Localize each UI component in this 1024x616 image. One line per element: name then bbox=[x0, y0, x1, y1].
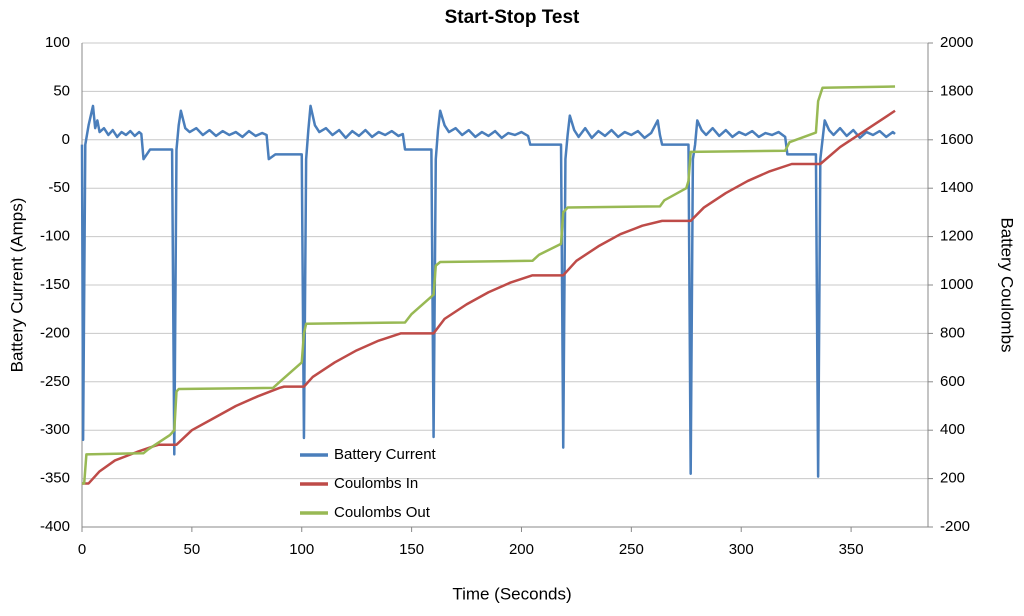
x-axis-label: Time (Seconds) bbox=[452, 584, 571, 603]
y2-tick-label: 1600 bbox=[940, 131, 973, 148]
x-tick-label: 350 bbox=[839, 541, 864, 558]
y2-tick-label: 1200 bbox=[940, 228, 973, 245]
y2-axis-label: Battery Coulombs bbox=[998, 217, 1017, 352]
y-tick-label: 50 bbox=[53, 82, 70, 99]
y2-tick-label: 1400 bbox=[940, 179, 973, 196]
x-tick-label: 300 bbox=[729, 541, 754, 558]
legend-label: Coulombs Out bbox=[334, 504, 431, 521]
x-tick-label: 100 bbox=[289, 541, 314, 558]
y-tick-label: -300 bbox=[40, 421, 70, 438]
data-line bbox=[82, 85, 896, 485]
x-tick-label: 150 bbox=[399, 541, 424, 558]
y-tick-label: 100 bbox=[45, 34, 70, 51]
y-tick-label: -100 bbox=[40, 228, 70, 245]
x-tick-label: 50 bbox=[184, 541, 201, 558]
y-tick-label: -350 bbox=[40, 470, 70, 487]
chart-title: Start-Stop Test bbox=[445, 7, 580, 28]
y-tick-label: -150 bbox=[40, 276, 70, 293]
data-line bbox=[80, 104, 896, 478]
y-axis-label: Battery Current (Amps) bbox=[7, 198, 26, 373]
y2-tick-label: 1800 bbox=[940, 82, 973, 99]
y-tick-label: -50 bbox=[48, 179, 70, 196]
y2-tick-label: 2000 bbox=[940, 34, 973, 51]
legend-label: Battery Current bbox=[334, 446, 437, 463]
y-tick-label: -200 bbox=[40, 324, 70, 341]
y2-tick-label: 600 bbox=[940, 373, 965, 390]
y2-tick-label: 800 bbox=[940, 324, 965, 341]
x-tick-label: 0 bbox=[78, 541, 86, 558]
y-tick-label: 0 bbox=[62, 131, 70, 148]
y-tick-label: -250 bbox=[40, 373, 70, 390]
y2-tick-label: -200 bbox=[940, 518, 970, 535]
y2-tick-label: 1000 bbox=[940, 276, 973, 293]
legend-label: Coulombs In bbox=[334, 475, 418, 492]
y2-tick-label: 200 bbox=[940, 470, 965, 487]
y2-tick-label: 400 bbox=[940, 421, 965, 438]
data-line bbox=[82, 109, 896, 485]
y-tick-label: -400 bbox=[40, 518, 70, 535]
x-tick-label: 250 bbox=[619, 541, 644, 558]
x-tick-label: 200 bbox=[509, 541, 534, 558]
